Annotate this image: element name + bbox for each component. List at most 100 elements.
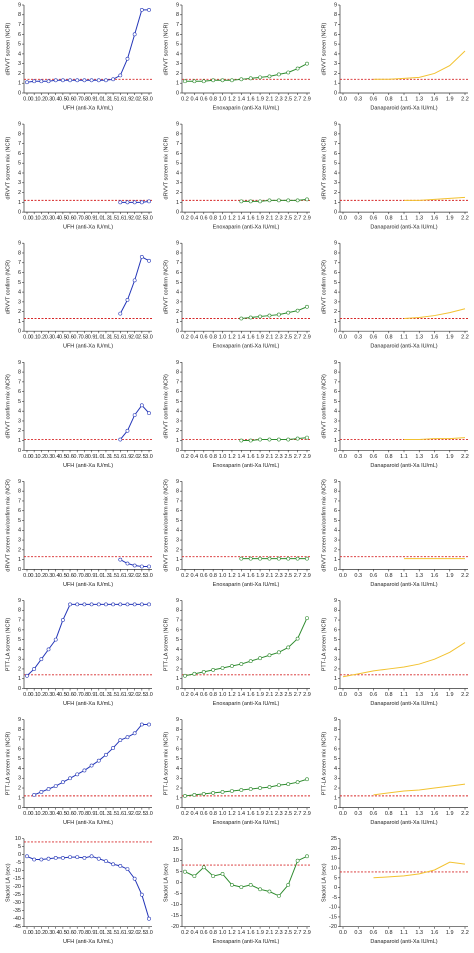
x-tick-label: 1.9 [256,96,264,102]
data-point [147,258,151,263]
x-tick-label: 0.6 [200,96,208,102]
y-tick-label: 3 [176,776,179,782]
y-tick-label: 3 [176,538,179,544]
x-tick-label: 0.2 [38,96,46,102]
x-tick-label: 0.3 [354,930,362,936]
y-tick-label: 5 [176,42,179,48]
data-point [258,656,262,661]
y-tick-label: 8 [18,489,21,495]
x-axis-label: Danaparoid (anti-Xa IU/mL) [370,225,437,231]
y-tick-label: 3 [176,299,179,305]
y-tick-label: 8 [176,608,179,614]
data-point [305,556,309,561]
data-line [26,855,150,919]
y-axis-label: PTT-LA screen mix (NCR) [163,732,169,796]
x-tick-label: 0.2 [38,573,46,579]
x-tick-label: 0.0 [339,454,347,460]
y-tick-label: 4 [176,51,179,57]
x-tick-label: 0.6 [66,811,74,817]
x-tick-label: 1.6 [247,454,255,460]
y-tick-label: 2 [334,785,337,791]
x-tick-label: 1.5 [109,96,117,102]
x-tick-label: 1.9 [124,454,132,460]
x-tick-label: 0.7 [73,454,81,460]
x-tick-label: 1.4 [237,930,245,936]
x-tick-label: 3.0 [145,811,153,817]
x-tick-label: 0.0 [339,216,347,222]
x-tick-label: 2.7 [294,335,302,341]
x-tick-label: 1.9 [446,96,454,102]
x-tick-label: 1.6 [247,573,255,579]
y-tick-label: 0 [18,686,21,692]
data-point [192,79,197,84]
x-tick-label: 1.9 [446,335,454,341]
data-point [248,659,253,664]
panel: 0 1 2 3 4 5 6 7 8 9 0.2 0.4 0.6 0.8 1.0 1.2 1.4 1.6 1.9 2.1… [163,598,310,707]
data-point [82,856,87,860]
x-tick-label: 1.9 [124,930,132,936]
x-tick-label: 0.6 [200,573,208,579]
x-tick-label: 1.1 [400,335,408,341]
x-tick-label: 1.0 [219,454,227,460]
x-tick-label: 0.5 [59,573,67,579]
data-point [201,79,206,84]
x-tick-label: 0.0 [339,930,347,936]
data-point [118,311,123,316]
data-point [220,78,225,83]
y-tick-label: 0 [334,885,337,891]
x-tick-label: 0.8 [209,335,217,341]
x-tick-label: 1.4 [237,811,245,817]
y-axis-label: dRVVT screen mix/confirm mix (NCR) [163,479,169,572]
data-line [26,603,149,677]
x-tick-label: 0.4 [52,692,60,698]
y-axis-label: dRVVT confirm mix (NCR) [5,374,11,438]
y-tick-label: 4 [334,290,337,296]
data-point [183,79,187,84]
y-tick-label: 1 [334,676,337,682]
x-tick-label: 0.7 [73,692,81,698]
x-tick-label: 2.3 [275,573,283,579]
x-tick-label: 2.3 [275,454,283,460]
x-axis-label: UFH (anti-Xa IU/mL) [63,225,113,231]
y-tick-label: 0 [176,448,179,454]
y-tick-label: 7 [176,618,179,624]
x-tick-label: 2.0 [131,335,139,341]
y-tick-label: 9 [176,717,179,723]
x-tick-label: 1.5 [109,573,117,579]
y-tick-label: 0 [18,90,21,96]
y-tick-label: -20 [13,884,21,890]
x-tick-label: 0.9 [88,454,96,460]
data-point [258,437,262,442]
x-tick-label: 2.5 [138,96,146,102]
data-point [125,561,130,566]
data-point [286,556,291,561]
x-tick-label: 1.3 [102,96,110,102]
x-tick-label: 0.0 [23,573,31,579]
x-tick-label: 1.6 [431,811,439,817]
data-point [239,788,244,792]
data-point [239,438,244,443]
y-tick-label: 4 [176,170,179,176]
x-tick-label: 0.1 [30,811,38,817]
y-tick-label: 5 [334,399,337,405]
data-point [230,789,234,793]
x-tick-label: 0.8 [209,692,217,698]
y-tick-label: 3 [334,538,337,544]
x-tick-label: 2.5 [138,930,146,936]
y-tick-label: 4 [176,766,179,772]
y-tick-label: 7 [176,737,179,743]
data-point [82,602,87,607]
y-tick-label: 0 [18,448,21,454]
x-tick-label: 2.5 [284,930,292,936]
data-point [258,314,262,319]
data-point [104,859,108,864]
x-tick-label: 1.9 [124,96,132,102]
y-tick-label: 3 [176,61,179,67]
data-point [147,199,151,204]
y-tick-label: 4 [176,528,179,534]
data-point [139,564,144,569]
y-tick-label: 8 [334,12,337,18]
y-tick-label: 4 [18,170,21,176]
